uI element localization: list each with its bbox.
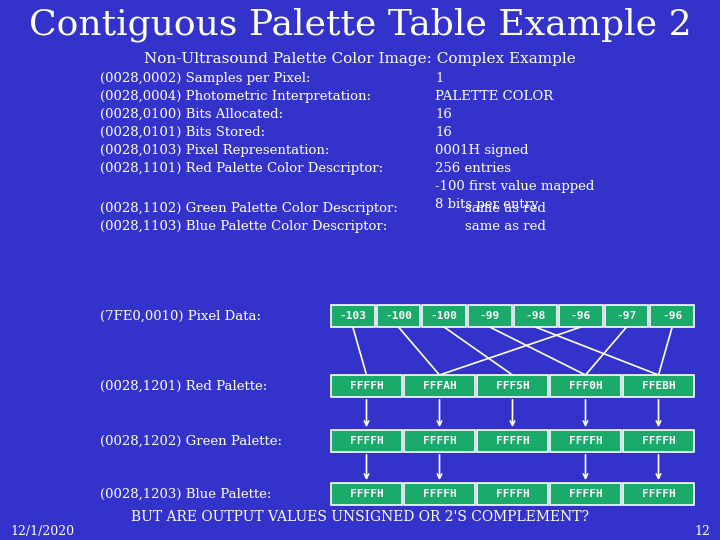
- Text: FFFFH: FFFFH: [350, 489, 383, 499]
- Bar: [550, 483, 621, 505]
- Text: FFEBH: FFEBH: [642, 381, 675, 391]
- Text: FFFAH: FFFAH: [423, 381, 456, 391]
- Text: (0028,0100) Bits Allocated:: (0028,0100) Bits Allocated:: [100, 108, 283, 121]
- Text: -99: -99: [480, 311, 500, 321]
- Text: 12: 12: [694, 525, 710, 538]
- Text: Non-Ultrasound Palette Color Image: Complex Example: Non-Ultrasound Palette Color Image: Comp…: [144, 52, 576, 66]
- Text: same as red: same as red: [465, 202, 546, 215]
- Bar: [331, 483, 402, 505]
- Text: 16: 16: [435, 108, 452, 121]
- Bar: [331, 305, 374, 327]
- Text: FFF0H: FFF0H: [569, 381, 603, 391]
- Text: (0028,1101) Red Palette Color Descriptor:: (0028,1101) Red Palette Color Descriptor…: [100, 162, 383, 175]
- Text: same as red: same as red: [465, 220, 546, 233]
- Text: FFFFH: FFFFH: [642, 436, 675, 446]
- Bar: [377, 305, 420, 327]
- Text: FFFFH: FFFFH: [423, 436, 456, 446]
- Text: -96: -96: [662, 311, 683, 321]
- Bar: [550, 430, 621, 452]
- Text: (0028,1203) Blue Palette:: (0028,1203) Blue Palette:: [100, 488, 271, 501]
- Bar: [559, 305, 603, 327]
- Text: -100: -100: [385, 311, 412, 321]
- Text: -96: -96: [571, 311, 591, 321]
- Bar: [623, 375, 694, 397]
- Text: -103: -103: [339, 311, 366, 321]
- Bar: [623, 483, 694, 505]
- Text: FFF5H: FFF5H: [495, 381, 529, 391]
- Text: (0028,0002) Samples per Pixel:: (0028,0002) Samples per Pixel:: [100, 72, 310, 85]
- Bar: [477, 375, 548, 397]
- Text: (0028,1102) Green Palette Color Descriptor:: (0028,1102) Green Palette Color Descript…: [100, 202, 398, 215]
- Text: (0028,1202) Green Palette:: (0028,1202) Green Palette:: [100, 435, 282, 448]
- Text: 12/1/2020: 12/1/2020: [10, 525, 74, 538]
- Bar: [605, 305, 649, 327]
- Text: 256 entries: 256 entries: [435, 162, 511, 175]
- Bar: [331, 430, 402, 452]
- Text: -100 first value mapped: -100 first value mapped: [435, 180, 595, 193]
- Text: FFFFH: FFFFH: [350, 436, 383, 446]
- Bar: [404, 375, 475, 397]
- Text: (7FE0,0010) Pixel Data:: (7FE0,0010) Pixel Data:: [100, 309, 261, 322]
- Text: FFFFH: FFFFH: [642, 489, 675, 499]
- Text: -100: -100: [431, 311, 458, 321]
- Bar: [623, 430, 694, 452]
- Text: BUT ARE OUTPUT VALUES UNSIGNED OR 2'S COMPLEMENT?: BUT ARE OUTPUT VALUES UNSIGNED OR 2'S CO…: [131, 510, 589, 524]
- Bar: [404, 483, 475, 505]
- Text: FFFFH: FFFFH: [495, 489, 529, 499]
- Bar: [422, 305, 466, 327]
- Bar: [331, 375, 402, 397]
- Text: 8 bits per entry: 8 bits per entry: [435, 198, 539, 211]
- Text: FFFFH: FFFFH: [350, 381, 383, 391]
- Bar: [477, 430, 548, 452]
- Bar: [550, 375, 621, 397]
- Text: FFFFH: FFFFH: [569, 436, 603, 446]
- Text: -97: -97: [616, 311, 636, 321]
- Text: 0001H signed: 0001H signed: [435, 144, 528, 157]
- Text: (0028,1201) Red Palette:: (0028,1201) Red Palette:: [100, 380, 267, 393]
- Bar: [477, 483, 548, 505]
- Text: (0028,1103) Blue Palette Color Descriptor:: (0028,1103) Blue Palette Color Descripto…: [100, 220, 387, 233]
- Text: 1: 1: [435, 72, 444, 85]
- Text: FFFFH: FFFFH: [495, 436, 529, 446]
- Bar: [468, 305, 511, 327]
- Text: FFFFH: FFFFH: [423, 489, 456, 499]
- Text: FFFFH: FFFFH: [569, 489, 603, 499]
- Bar: [404, 430, 475, 452]
- Bar: [513, 305, 557, 327]
- Text: (0028,0103) Pixel Representation:: (0028,0103) Pixel Representation:: [100, 144, 329, 157]
- Bar: [650, 305, 694, 327]
- Text: Contiguous Palette Table Example 2: Contiguous Palette Table Example 2: [29, 8, 691, 43]
- Text: (0028,0101) Bits Stored:: (0028,0101) Bits Stored:: [100, 126, 265, 139]
- Text: PALETTE COLOR: PALETTE COLOR: [435, 90, 553, 103]
- Text: -98: -98: [525, 311, 546, 321]
- Text: (0028,0004) Photometric Interpretation:: (0028,0004) Photometric Interpretation:: [100, 90, 371, 103]
- Text: 16: 16: [435, 126, 452, 139]
